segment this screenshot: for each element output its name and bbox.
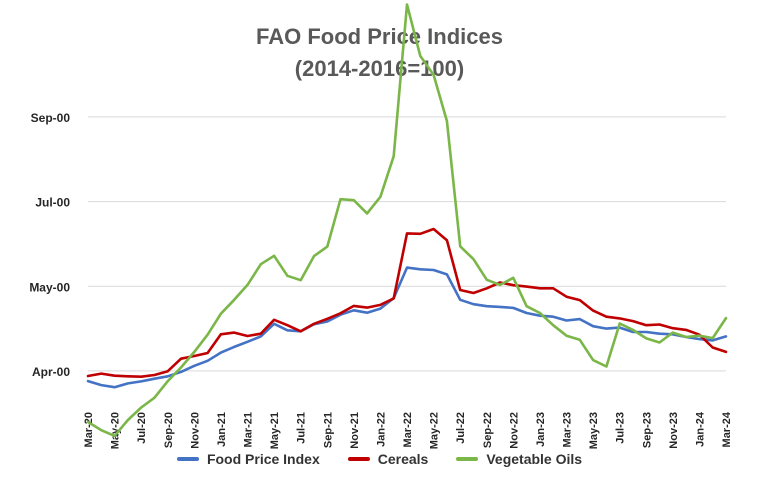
x-tick-label: May-21 [269,412,281,449]
x-tick-label: May-23 [588,412,600,449]
legend-label: Food Price Index [206,451,320,467]
x-tick-label: Sep-22 [482,412,494,448]
legend-swatch-food-price-index [176,457,199,461]
legend-label: Cereals [377,451,429,467]
legend-label: Vegetable Oils [486,451,583,467]
x-tick-label: Jan-23 [535,412,547,447]
x-tick-label: Sep-21 [322,412,334,448]
y-tick-label: Sep-00 [31,111,71,125]
legend: Food Price Index Cereals Vegetable Oils [0,451,759,467]
x-tick-label: Mar-20 [83,412,95,447]
x-tick-label: Nov-21 [349,412,361,449]
x-tick-label: May-22 [429,412,441,449]
legend-swatch-cereals [347,457,370,461]
legend-item-food-price-index: Food Price Index [176,451,320,467]
series-line-vegetable-oils [86,3,728,438]
legend-swatch-vegetable-oils [456,457,479,461]
x-tick-label: Nov-23 [668,412,680,449]
y-tick-label: Apr-00 [32,365,70,379]
x-tick-label: Jan-24 [694,411,706,447]
legend-item-cereals: Cereals [347,451,429,467]
chart-subtitle: (2014-2016=100) [294,56,465,81]
x-tick-label: Jan-22 [375,412,387,447]
x-tick-label: Jul-20 [136,412,148,444]
x-tick-label: Nov-20 [189,412,201,449]
x-tick-label: Sep-20 [163,412,175,448]
series-line-cereals [86,227,728,379]
x-tick-label: Jul-23 [615,412,627,444]
x-tick-label: Mar-23 [562,412,574,447]
y-tick-label: Jul-00 [35,196,70,210]
legend-item-vegetable-oils: Vegetable Oils [456,451,582,467]
chart-title: FAO Food Price Indices [256,24,503,49]
x-tick-label: Jan-21 [216,412,228,447]
x-tick-label: Mar-22 [402,412,414,447]
x-tick-label: Mar-21 [243,412,255,447]
x-tick-label: May-20 [110,412,122,449]
y-tick-label: May-00 [29,280,70,294]
x-tick-label: Mar-24 [721,411,733,447]
x-tick-label: Nov-22 [508,412,520,449]
x-tick-label: Jul-21 [296,412,308,444]
x-tick-label: Sep-23 [641,412,653,448]
x-tick-label: Jul-22 [455,412,467,444]
